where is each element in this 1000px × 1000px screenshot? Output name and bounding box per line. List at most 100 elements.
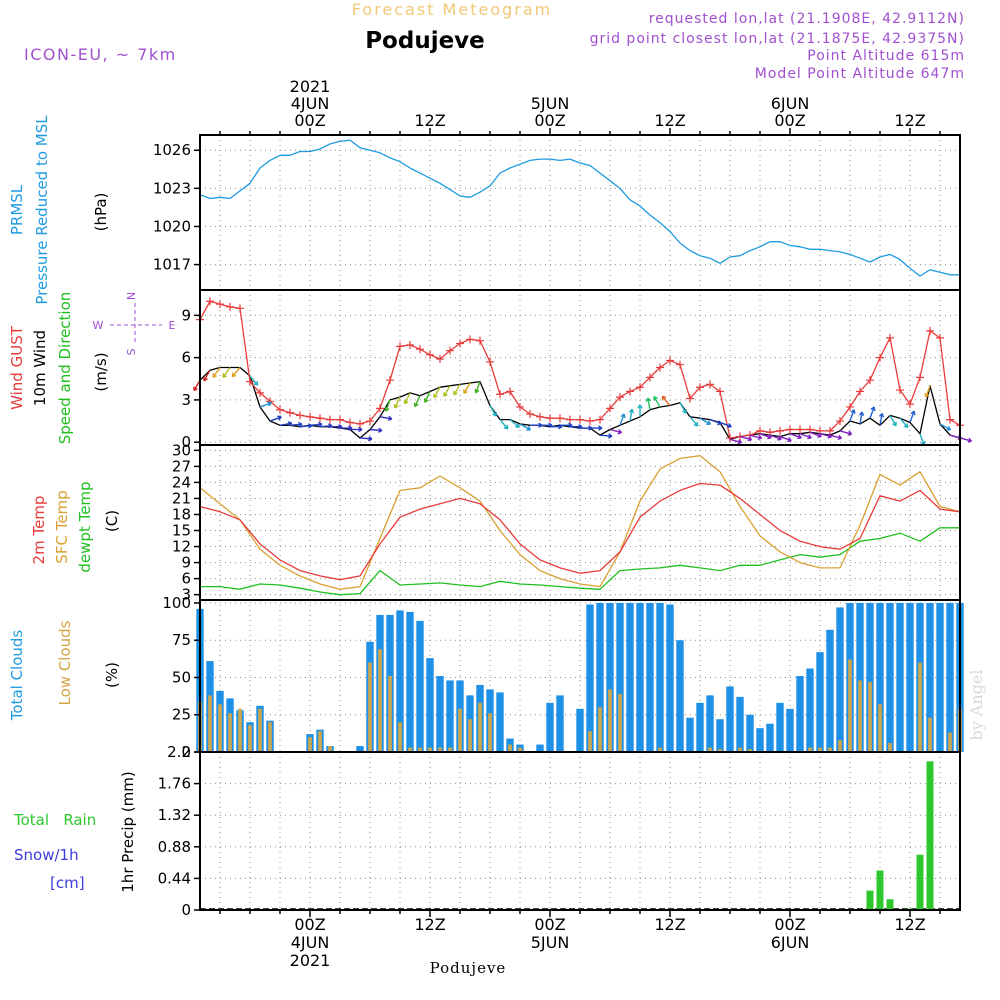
gust-marker <box>496 390 504 399</box>
low-cloud-bar <box>218 704 222 752</box>
wind-arrow-head <box>387 415 393 421</box>
pressure-ytick-label: 1017 <box>153 256 191 274</box>
bottom-time-label: 00Z <box>534 915 565 934</box>
wind-arrow <box>222 367 231 378</box>
clouds-ytick-label: 50 <box>172 668 191 686</box>
wind-arrow-head <box>526 426 532 431</box>
total-cloud-bar <box>706 695 714 752</box>
wind-arrow-head <box>617 429 623 435</box>
gust-marker <box>686 394 694 403</box>
wind-arrow-head <box>747 436 753 442</box>
wind-arrow-head <box>637 404 643 409</box>
wind-arrow-head <box>358 426 363 433</box>
data-layer <box>193 139 973 910</box>
wind-ytick-label: 3 <box>181 391 191 409</box>
info-grid-point: grid point closest lon,lat (21.1875E, 42… <box>590 31 965 47</box>
top-time-label: 00Z <box>774 111 805 130</box>
wind-arrow <box>279 422 292 426</box>
precip-panel-labels: Total Rain Snow/1h [cm] 1hr Precip (mm) <box>13 771 137 892</box>
pressure-line <box>199 139 960 277</box>
wind-arrow <box>809 431 822 438</box>
wind-arrow-head <box>384 407 390 412</box>
wind-arrow-head <box>878 412 885 418</box>
gust-marker <box>916 373 924 382</box>
temp-ytick-label: 15 <box>172 522 191 540</box>
total-cloud-bar <box>726 686 734 752</box>
low-cloud-bar <box>928 717 932 752</box>
wind-arrow <box>689 416 699 427</box>
low-cloud-bar <box>448 747 452 752</box>
total-cloud-bar <box>826 629 834 752</box>
low-cloud-bar <box>948 732 952 752</box>
clouds-ytick-label: 100 <box>162 594 191 612</box>
wind-arrow <box>819 433 832 438</box>
wind-arrow <box>463 382 471 394</box>
gust-marker <box>866 376 874 385</box>
top-time-label: 4JUN <box>291 94 330 113</box>
bottom-time-label: 12Z <box>414 915 445 934</box>
compass-east: E <box>169 319 176 332</box>
wind-arrow-head <box>706 420 712 425</box>
wind-arrow <box>799 433 812 439</box>
wind-ytick-label: 0 <box>181 433 191 451</box>
wind-arrow <box>443 385 451 397</box>
top-time-label: 00Z <box>534 111 565 130</box>
bottom-time-label: 6JUN <box>771 933 810 952</box>
wind-arrow-head <box>797 434 802 440</box>
total-cloud-bar <box>876 602 884 752</box>
low-cloud-bar <box>458 708 462 752</box>
total-cloud-bar <box>426 658 434 752</box>
temp-label-sfc: SFC Temp <box>53 490 71 563</box>
gust-marker <box>716 387 724 396</box>
wind-arrow <box>749 434 762 439</box>
gust-marker <box>776 426 784 435</box>
total-cloud-bar <box>906 602 914 752</box>
bottom-time-label: 12Z <box>654 915 685 934</box>
gust-marker <box>876 353 884 362</box>
wind-arrow <box>653 396 661 408</box>
low-cloud-bar <box>308 737 312 752</box>
pressure-ytick-label: 1020 <box>153 217 191 235</box>
wind-arrow <box>499 419 509 430</box>
low-cloud-bar <box>438 747 442 752</box>
wind-arrow <box>212 367 221 378</box>
gust-marker <box>556 414 564 423</box>
precip-label-snow-unit: [cm] <box>50 874 85 892</box>
total-cloud-bar <box>806 668 814 752</box>
total-cloud-bar <box>586 604 594 752</box>
total-cloud-bar <box>786 708 794 752</box>
low-cloud-bar <box>378 649 382 752</box>
total-cloud-bar <box>856 602 864 752</box>
wind-arrow-head <box>598 425 603 431</box>
wind-arrow-head <box>368 436 373 442</box>
low-cloud-bar <box>388 676 392 752</box>
gust-marker <box>286 408 294 417</box>
wind-unit: (m/s) <box>92 352 110 391</box>
compass-south: S <box>125 348 138 355</box>
wind-arrow <box>759 433 772 439</box>
precip-ytick-label: 0.88 <box>158 838 191 856</box>
wind-arrow <box>203 369 211 382</box>
wind-arrow <box>249 375 259 386</box>
wind-arrow <box>629 409 633 422</box>
wind-arrow-head <box>423 398 429 403</box>
gust-marker <box>396 342 404 351</box>
total-cloud-bar <box>606 602 614 752</box>
gust-marker <box>426 350 434 359</box>
wind-arrow-head <box>837 434 843 441</box>
wind-arrow-head <box>515 423 520 429</box>
low-cloud-bar <box>248 725 252 752</box>
total-cloud-bar <box>536 744 544 752</box>
low-cloud-bar <box>258 708 262 752</box>
wind-arrow-head <box>298 421 303 428</box>
wind-arrow <box>259 402 272 408</box>
gust-marker <box>756 426 764 435</box>
gust-marker <box>896 386 904 395</box>
wind-arrow-head <box>403 399 409 405</box>
temp-label-dewpt: dewpt Temp <box>76 481 94 572</box>
gust-marker <box>376 404 384 413</box>
gust-marker <box>576 415 584 424</box>
wind-arrow <box>739 435 752 441</box>
wind-arrow <box>609 428 622 434</box>
